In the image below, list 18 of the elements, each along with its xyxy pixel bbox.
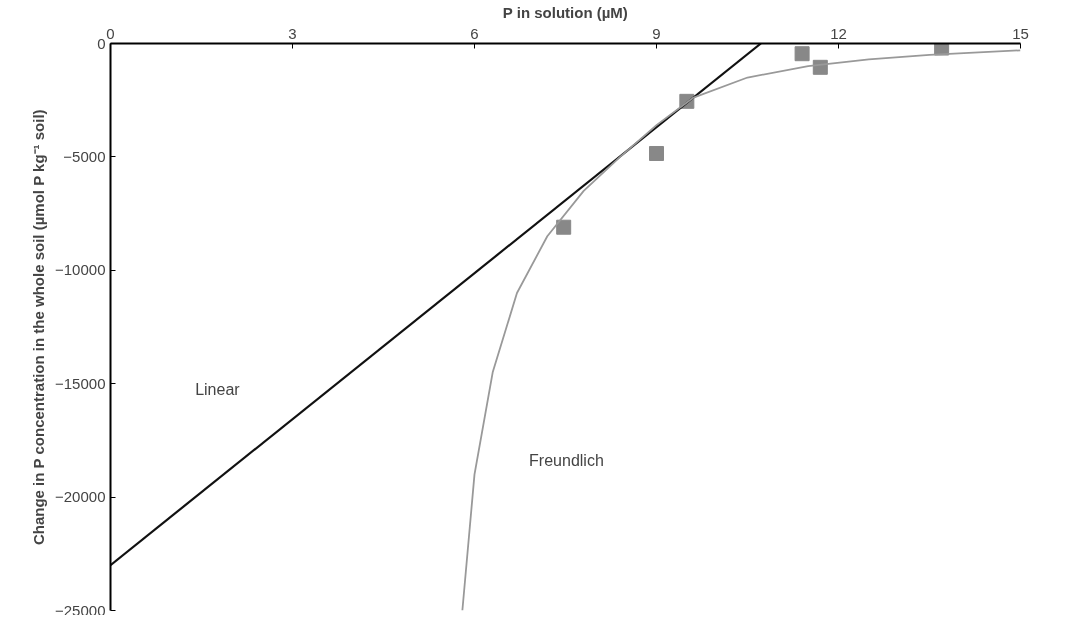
point [649, 146, 664, 161]
x-tick-label: 6 [470, 24, 479, 42]
x-tick-label: 3 [288, 24, 297, 42]
y-tick-label: −5000 [63, 147, 106, 165]
y-tick-label: −20000 [55, 488, 106, 506]
line-series [461, 49, 1021, 611]
annotation: Freundlich [529, 452, 604, 470]
y-tick-label: −25000 [55, 601, 106, 619]
x-tick-label: 9 [652, 24, 661, 42]
y-axis-title: Change in P concentration in the whole soil (µmol P kg⁻¹ soil) [30, 109, 48, 546]
y-tick-label: −10000 [55, 261, 106, 279]
x-tick-label: 12 [830, 24, 847, 42]
x-axis-title: P in solution (µM) [502, 3, 628, 21]
point [556, 219, 572, 235]
y-tick-label: −15000 [55, 374, 106, 392]
point [794, 46, 810, 62]
annotation: Linear [195, 380, 241, 398]
x-tick-label: 15 [1012, 24, 1029, 42]
